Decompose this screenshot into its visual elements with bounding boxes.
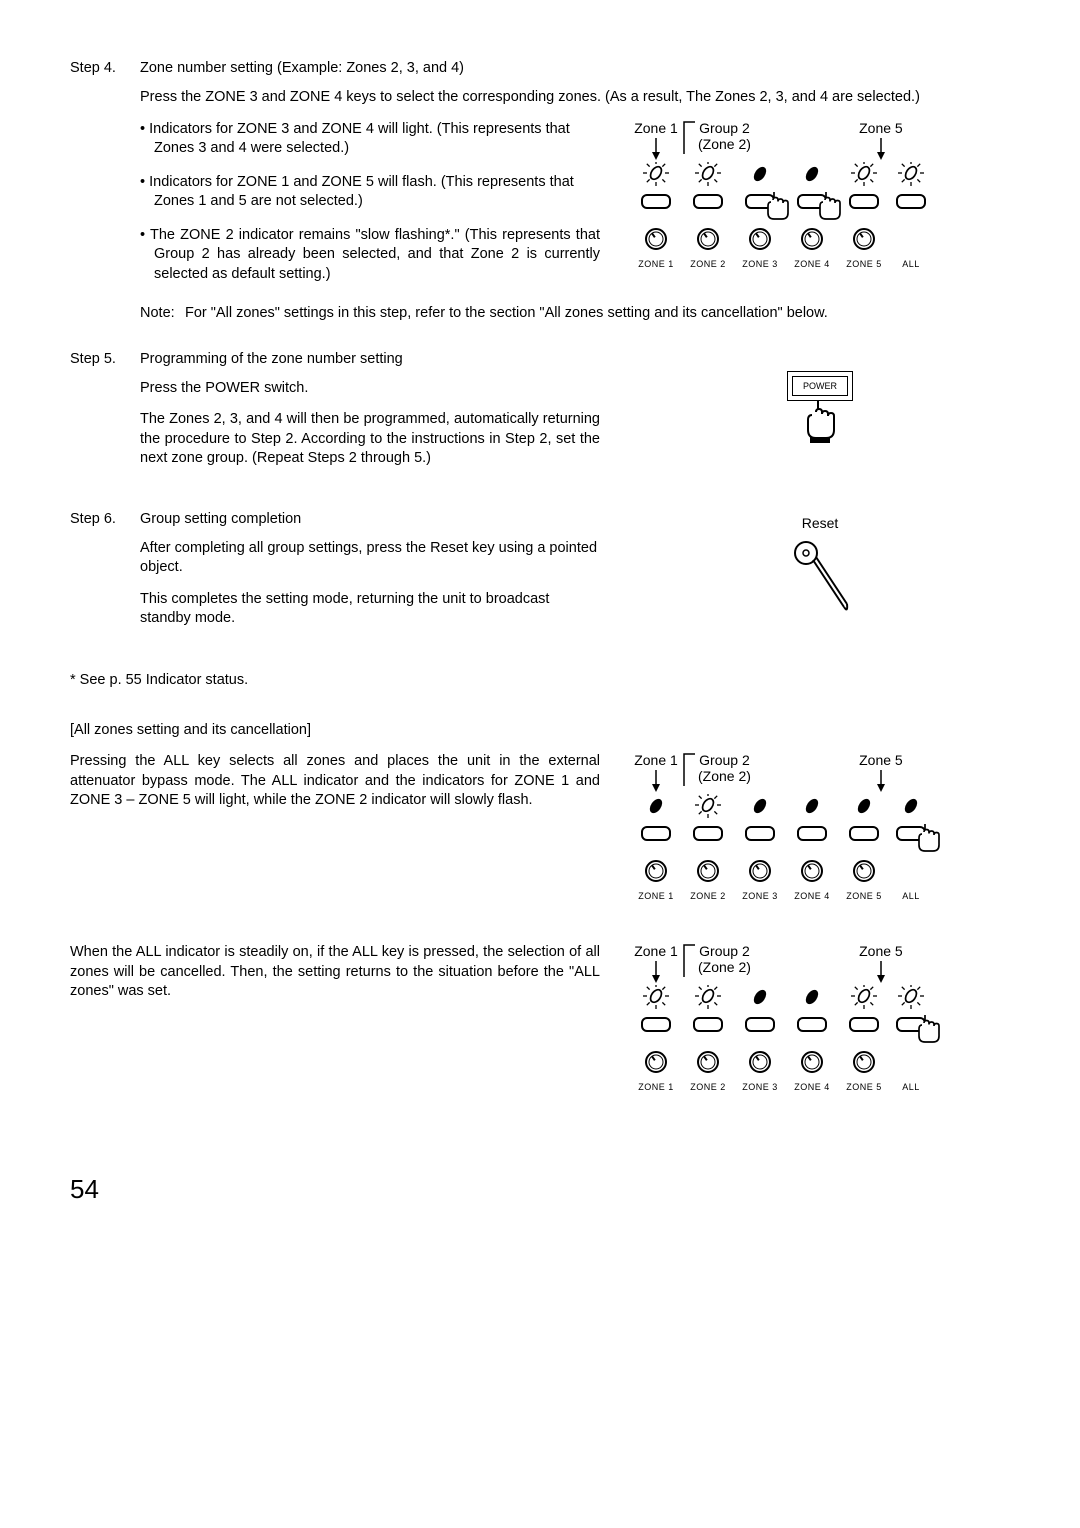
- allzones-p1: Pressing the ALL key selects all zones a…: [70, 752, 600, 811]
- step4-title: Zone number setting (Example: Zones 2, 3…: [140, 60, 464, 76]
- step4-block: Step 4. Zone number setting (Example: Zo…: [70, 60, 1010, 321]
- step6-figure: Reset: [630, 511, 1010, 631]
- step4-intro: Press the ZONE 3 and ZONE 4 keys to sele…: [140, 88, 1010, 108]
- step4-note-label: Note:: [140, 305, 185, 321]
- power-button-icon: POWER: [787, 371, 853, 401]
- allzones-heading: [All zones setting and its cancellation]: [70, 721, 1010, 741]
- step4-figure: Zone 1Group 2(Zone 2)Zone 5ZONE 1ZONE 2Z…: [630, 120, 1010, 271]
- step5-line1: Press the POWER switch.: [140, 379, 600, 399]
- step5-line2: The Zones 2, 3, and 4 will then be progr…: [140, 410, 600, 469]
- step4-bullet-3: The ZONE 2 indicator remains "slow flash…: [140, 226, 600, 285]
- step4-bullet-2: Indicators for ZONE 1 and ZONE 5 will fl…: [140, 173, 600, 212]
- step6-line1: After completing all group settings, pre…: [140, 539, 600, 578]
- step4-bullet-1: Indicators for ZONE 3 and ZONE 4 will li…: [140, 120, 600, 159]
- step5-block: Step 5. Programming of the zone number s…: [70, 351, 1010, 481]
- step6-title: Group setting completion: [140, 511, 301, 527]
- reset-label: Reset: [780, 515, 860, 531]
- footnote: * See p. 55 Indicator status.: [70, 671, 1010, 691]
- page-number: 54: [70, 1174, 1010, 1205]
- allzones-section-1: Pressing the ALL key selects all zones a…: [70, 752, 1010, 903]
- allzones-section-2: When the ALL indicator is steadily on, i…: [70, 943, 1010, 1094]
- step5-title: Programming of the zone number setting: [140, 351, 403, 367]
- step4-bullets: Indicators for ZONE 3 and ZONE 4 will li…: [140, 120, 600, 285]
- step4-number: Step 4.: [70, 60, 140, 76]
- allzones-figure-2: Zone 1Group 2(Zone 2)Zone 5ZONE 1ZONE 2Z…: [630, 943, 1010, 1094]
- reset-pointer-icon: [780, 537, 860, 627]
- hand-press-icon: [790, 395, 850, 445]
- step5-figure: POWER: [630, 351, 1010, 445]
- step6-number: Step 6.: [70, 511, 140, 527]
- step6-block: Step 6. Group setting completion After c…: [70, 511, 1010, 641]
- allzones-p2: When the ALL indicator is steadily on, i…: [70, 943, 600, 1002]
- step5-number: Step 5.: [70, 351, 140, 367]
- step6-line2: This completes the setting mode, returni…: [140, 590, 600, 629]
- allzones-figure-1: Zone 1Group 2(Zone 2)Zone 5ZONE 1ZONE 2Z…: [630, 752, 1010, 903]
- step4-note-text: For "All zones" settings in this step, r…: [185, 305, 828, 321]
